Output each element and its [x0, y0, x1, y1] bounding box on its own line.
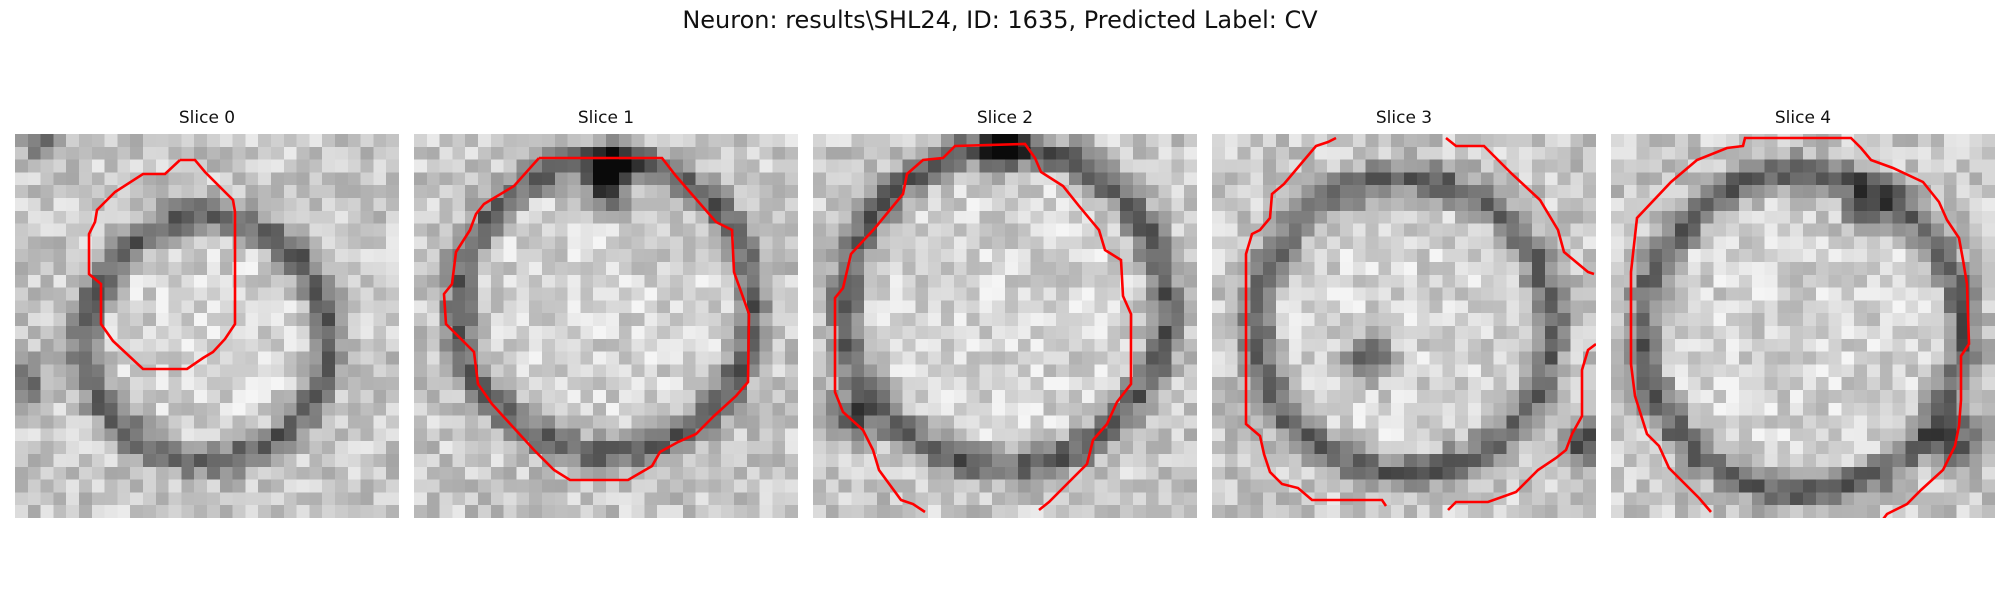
- slice-title: Slice 4: [1774, 108, 1832, 128]
- contour-overlay: [442, 156, 751, 482]
- grayscale-slice-canvas: [414, 134, 798, 518]
- grayscale-slice-canvas: [1611, 134, 1995, 518]
- cell-contour: [833, 142, 1133, 514]
- grayscale-slice-canvas: [1212, 134, 1596, 518]
- figure-title: Neuron: results\SHL24, ID: 1635, Predict…: [682, 6, 1318, 34]
- slice-image-2: [813, 134, 1197, 518]
- slice-image-0: [15, 134, 399, 518]
- slice-title: Slice 0: [178, 108, 236, 128]
- contour-overlay: [833, 142, 1133, 514]
- grayscale-slice-canvas: [15, 134, 399, 518]
- cell-contour: [1445, 136, 1595, 276]
- slice-title: Slice 2: [976, 108, 1034, 128]
- slice-title: Slice 1: [577, 108, 635, 128]
- slice-title: Slice 3: [1375, 108, 1433, 128]
- grayscale-slice-canvas: [813, 134, 1197, 518]
- cell-contour: [1629, 136, 1971, 518]
- cell-contour: [1244, 136, 1388, 507]
- cell-contour: [1447, 342, 1596, 511]
- cell-contour: [442, 156, 751, 482]
- slice-image-1: [414, 134, 798, 518]
- contour-overlay: [87, 158, 237, 371]
- contour-overlay: [1629, 136, 1971, 518]
- slice-image-3: [1212, 134, 1596, 518]
- contour-overlay: [1244, 136, 1596, 511]
- slice-image-4: [1611, 134, 1995, 518]
- cell-contour: [87, 158, 237, 371]
